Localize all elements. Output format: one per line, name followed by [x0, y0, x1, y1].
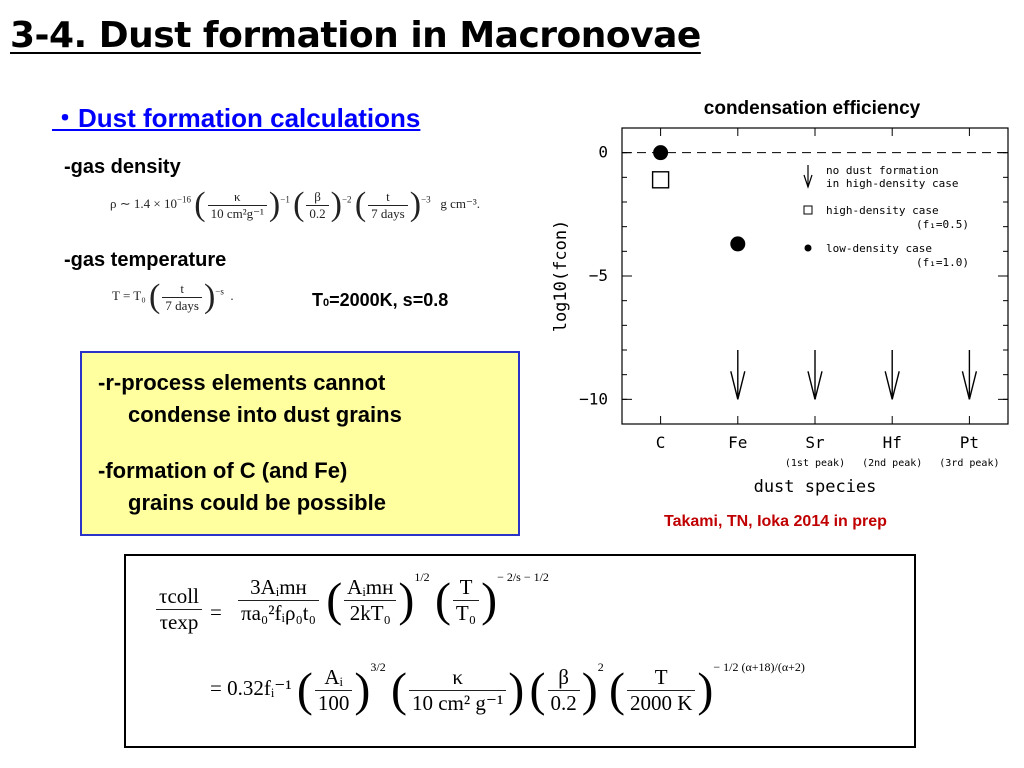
- note-1-line-2: condense into dust grains: [128, 402, 402, 427]
- equation-lhs: τcoll τexp: [154, 584, 204, 635]
- x-tick-sublabel: (1st peak): [785, 458, 845, 469]
- x-tick-label: Hf: [883, 433, 902, 452]
- legend-circle-label: low-density case: [826, 242, 932, 255]
- gas-density-formula: ρ ∼ 1.4 × 10−16 (κ 10 cm²g⁻¹)−1 (β 0.2)−2 …: [110, 186, 481, 223]
- legend-square-sublabel: (f₁=0.5): [916, 218, 969, 231]
- chart-title: condensation efficiency: [704, 98, 921, 119]
- y-tick-label: 0: [598, 143, 608, 162]
- y-tick-label: −5: [589, 266, 608, 285]
- citation: Takami, TN, Ioka 2014 in prep: [664, 513, 887, 530]
- legend-circle-marker: [804, 244, 812, 252]
- gas-density-label: -gas density: [64, 156, 181, 178]
- equation-row-2: = 0.32fᵢ⁻¹ (Aᵢ 100)3/2 (κ 10 cm² g⁻¹) (β 0.…: [210, 660, 805, 717]
- upper-limit-arrow-head: [961, 371, 978, 400]
- legend-square-marker: [803, 205, 813, 215]
- gas-temperature-label: -gas temperature: [64, 249, 227, 271]
- upper-limit-arrow-head: [730, 371, 746, 400]
- notes-box: -r-process elements cannot condense into…: [80, 351, 520, 536]
- equation-row-1: 3Aᵢmʜ πa₀²fᵢρ₀t₀ (Aᵢmʜ 2kT₀)1/2 (T T₀)− 2/s…: [236, 570, 549, 628]
- data-point-filled-circle: [653, 145, 669, 161]
- x-axis-label: dust species: [754, 477, 877, 497]
- temperature-parameters: T0=2000K, s=0.8: [312, 290, 449, 310]
- x-tick-label: C: [656, 433, 666, 452]
- upper-limit-arrow-head: [884, 371, 900, 400]
- x-tick-label: Fe: [728, 433, 747, 452]
- condensation-efficiency-chart: condensation efficiency 0 −5 −10 C Fe Sr (1st p…: [551, 98, 1009, 497]
- x-tick-label: Pt: [960, 433, 979, 452]
- legend-arrow-head: [803, 174, 813, 189]
- equals-sign: =: [210, 600, 222, 624]
- y-axis-label: log10(fcon): [551, 220, 571, 333]
- data-point-open-square: [651, 171, 670, 189]
- x-tick-sublabel: (2nd peak): [862, 458, 922, 469]
- note-2-line-2: grains could be possible: [128, 490, 386, 515]
- y-tick-label: −10: [579, 389, 608, 408]
- section-heading: ・Dust formation calculations: [52, 103, 421, 133]
- page-title: 3-4. Dust formation in Macronovae: [10, 15, 701, 56]
- note-1-line-1: -r-process elements cannot: [98, 370, 386, 395]
- x-tick-label: Sr: [805, 433, 825, 452]
- upper-limit-arrow-head: [807, 371, 823, 400]
- legend-arrow-label: in high-density case: [826, 177, 958, 190]
- note-2-line-1: -formation of C (and Fe): [98, 458, 348, 483]
- data-point-filled-circle: [730, 236, 746, 252]
- legend-circle-sublabel: (f₁=1.0): [916, 256, 969, 269]
- gas-temperature-formula: T = T₀ (t 7 days)−s .: [112, 278, 234, 315]
- collision-timescale-equation: τcoll τexp = 3Aᵢmʜ πa₀²fᵢρ₀t₀ (Aᵢmʜ 2kT₀)1/…: [124, 554, 916, 748]
- legend-arrow-label: no dust formation: [826, 164, 939, 177]
- legend-square-label: high-density case: [826, 204, 939, 217]
- x-tick-sublabel: (3rd peak): [939, 458, 999, 469]
